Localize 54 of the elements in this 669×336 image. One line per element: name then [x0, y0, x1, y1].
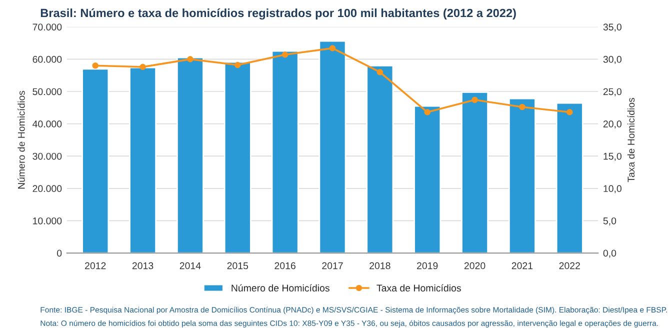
y2-tick-label: 20,0 — [603, 120, 622, 129]
y-tick-label: 30.000 — [32, 152, 62, 160]
y-tick-label: 60.000 — [32, 56, 62, 63]
bar — [318, 40, 346, 254]
bar — [556, 102, 584, 254]
point — [376, 68, 384, 76]
x-tick-label: 2014 — [180, 262, 201, 270]
y-tick-label: 40.000 — [32, 120, 62, 128]
point — [234, 62, 241, 68]
bar — [224, 61, 252, 254]
point — [140, 64, 146, 70]
point — [566, 109, 573, 116]
y2-tick-label: 5,0 — [603, 217, 616, 226]
x-tick-label: 2020 — [464, 262, 486, 270]
y2-axis-title: Taxa de Homicídios — [627, 98, 635, 182]
x-tick-label: 2012 — [85, 262, 106, 270]
y2-tick-label: 10,0 — [604, 185, 622, 194]
y2-tick-label: 15,0 — [604, 152, 622, 161]
x-tick-label: 2017 — [322, 262, 343, 270]
y2-tick-label: 25,0 — [603, 88, 622, 96]
y2-tick-label: 35,0 — [603, 24, 622, 32]
bar — [82, 68, 110, 254]
x-tick-label: 2022 — [559, 262, 580, 270]
bar — [508, 98, 536, 254]
bar — [414, 105, 442, 254]
x-tick-label: 2021 — [512, 262, 533, 270]
y2-tick-label: 30,0 — [603, 56, 622, 64]
y-axis-title: Número de Homicídios — [18, 90, 25, 189]
x-tick-label: 2013 — [132, 262, 154, 270]
point — [187, 56, 194, 62]
y-tick-label: 0 — [57, 250, 62, 257]
x-tick-label: 2019 — [417, 262, 438, 270]
x-tick-label: 2016 — [274, 262, 296, 270]
point — [472, 96, 478, 104]
point — [282, 52, 288, 58]
bar — [176, 56, 204, 254]
bar — [271, 50, 299, 254]
y-tick-label: 20.000 — [32, 185, 62, 192]
point — [92, 62, 98, 69]
y-tick-label: 10.000 — [33, 217, 62, 224]
legend-label: Número de Homicídios — [232, 284, 330, 292]
legend-label: Taxa de Homicídios — [376, 284, 461, 292]
bar — [366, 64, 394, 254]
bar — [129, 66, 157, 254]
point — [424, 109, 430, 116]
x-tick-label: 2018 — [370, 262, 390, 270]
y2-tick-label: 0,0 — [603, 250, 616, 258]
bar — [461, 91, 489, 254]
y-tick-label: 50.000 — [32, 88, 62, 96]
y-tick-label: 70.000 — [32, 24, 62, 30]
chart-title: Brasil: Número e taxa de homicídios registrados por 100 mil habitantes (2012 a 2022) — [40, 8, 516, 20]
point — [329, 45, 336, 52]
point — [519, 104, 526, 110]
x-tick-label: 2015 — [227, 262, 248, 270]
